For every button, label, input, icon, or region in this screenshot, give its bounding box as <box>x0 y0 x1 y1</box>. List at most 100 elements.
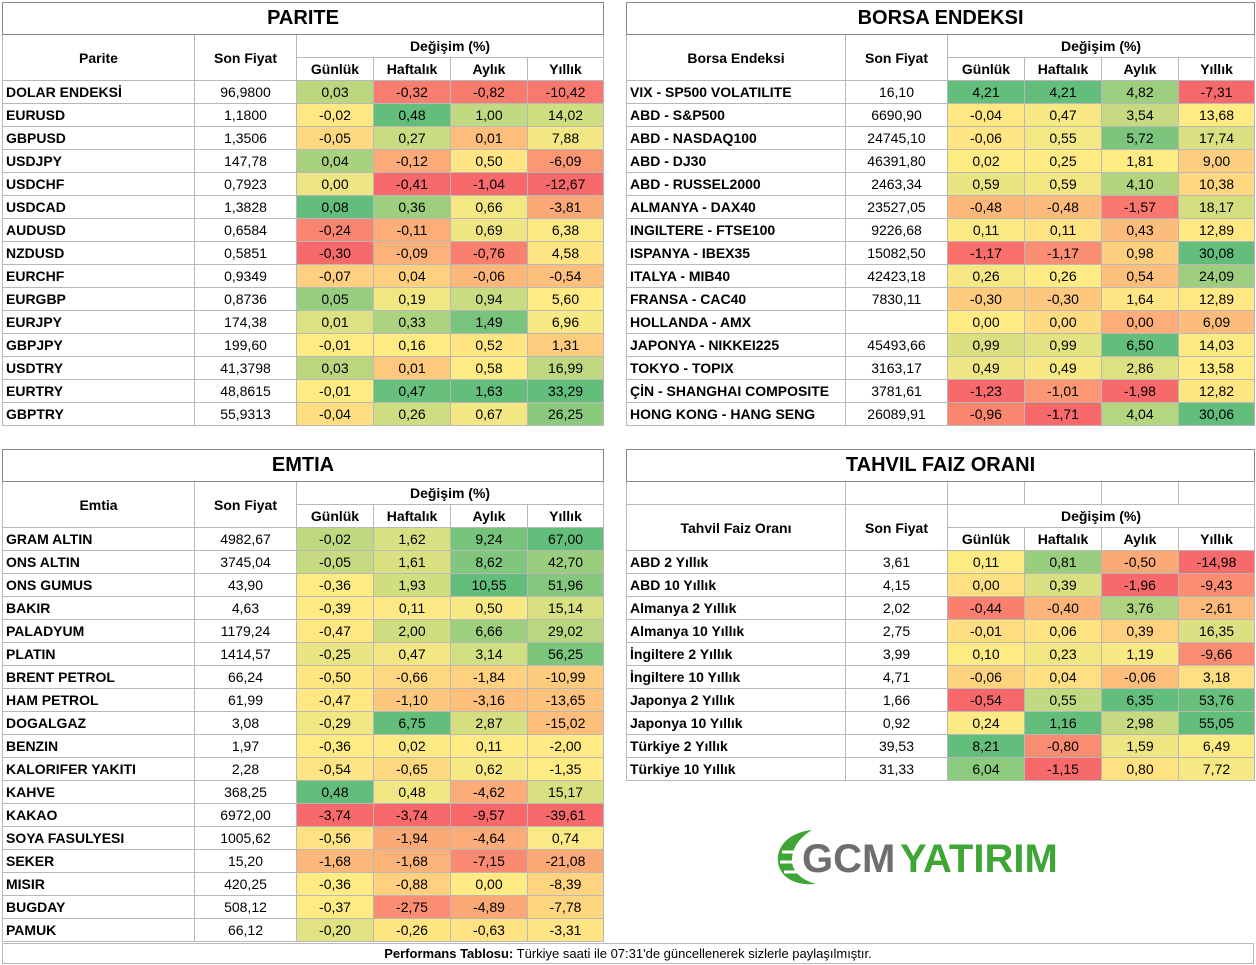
gcm-yatirim-logo: GCM YATIRIM <box>777 830 1058 885</box>
borsa-row-name: ABD - RUSSEL2000 <box>626 172 846 196</box>
tahvil-blank-0 <box>626 481 846 505</box>
tahvil-row-value: 0,55 <box>1024 688 1102 712</box>
emtia-row-name: GRAM ALTIN <box>2 527 195 551</box>
borsa-row-value: 0,26 <box>947 264 1025 288</box>
emtia-row-value: -13,65 <box>526 688 605 712</box>
table-row: Japonya 2 Yıllık 1,66 -0,54 0,55 6,35 53,76 <box>626 688 1256 712</box>
emtia-row-name: BUGDAY <box>2 895 195 919</box>
borsa-row-price <box>845 310 948 334</box>
emtia-row-value: -2,75 <box>373 895 451 919</box>
parite-row-price: 147,78 <box>194 149 297 173</box>
table-row: Almanya 10 Yıllık 2,75 -0,01 0,06 0,39 16,35 <box>626 619 1256 643</box>
parite-row-name: GBPJPY <box>2 333 195 357</box>
emtia-row-name: KALORIFER YAKITI <box>2 757 195 781</box>
tahvil-row-value: -0,80 <box>1024 734 1102 758</box>
emtia-row-value: -0,20 <box>296 918 374 942</box>
table-row: USDJPY 147,78 0,04 -0,12 0,50 -6,09 <box>2 149 605 173</box>
table-row: INGILTERE - FTSE100 9226,68 0,11 0,11 0,43 12… <box>626 218 1256 242</box>
tahvil-row-price: 2,02 <box>845 596 948 620</box>
borsa-table: BORSA ENDEKSI Borsa Endeksi Son Fiyat Değiş… <box>625 2 1256 426</box>
parite-row-value: -0,06 <box>450 264 528 288</box>
parite-row-value: -0,01 <box>296 379 374 403</box>
tahvil-row-value: -2,61 <box>1177 596 1256 620</box>
borsa-row-price: 15082,50 <box>845 241 948 265</box>
emtia-row-value: 6,75 <box>373 711 451 735</box>
emtia-period-0: Günlük <box>296 504 374 528</box>
tahvil-row-value: 0,10 <box>947 642 1025 666</box>
parite-row-value: 0,16 <box>373 333 451 357</box>
emtia-table: EMTIA Emtia Son Fiyat Değişim (%) Günlük Haft… <box>1 449 605 942</box>
tahvil-row-value: 0,00 <box>947 573 1025 597</box>
borsa-row-value: 1,81 <box>1101 149 1179 173</box>
parite-row-price: 96,9800 <box>194 80 297 104</box>
parite-row-value: 0,67 <box>450 402 528 426</box>
tahvil-row-name: Türkiye 2 Yıllık <box>626 734 846 758</box>
table-row: İngiltere 10 Yıllık 4,71 -0,06 0,04 -0,06 3,1… <box>626 665 1256 689</box>
table-row: ABD 2 Yıllık 3,61 0,11 0,81 -0,50 -14,98 <box>626 550 1256 574</box>
tahvil-row-value: 0,24 <box>947 711 1025 735</box>
borsa-row-value: 24,09 <box>1177 264 1256 288</box>
parite-row-value: 26,25 <box>526 402 605 426</box>
footer-bold: Performans Tablosu: <box>384 946 514 961</box>
tahvil-col-change: Değişim (%) <box>946 504 1256 528</box>
table-row: BENZIN 1,97 -0,36 0,02 0,11 -2,00 <box>2 734 605 758</box>
borsa-row-name: HOLLANDA - AMX <box>626 310 846 334</box>
parite-row-value: 6,96 <box>526 310 605 334</box>
table-row: EURJPY 174,38 0,01 0,33 1,49 6,96 <box>2 310 605 334</box>
emtia-row-value: -3,31 <box>526 918 605 942</box>
emtia-row-value: -0,63 <box>450 918 528 942</box>
emtia-row-value: 0,11 <box>373 596 451 620</box>
tahvil-row-value: -0,06 <box>1101 665 1179 689</box>
parite-row-value: -0,41 <box>373 172 451 196</box>
parite-row-value: -0,12 <box>373 149 451 173</box>
emtia-row-value: -0,66 <box>373 665 451 689</box>
parite-row-name: EURCHF <box>2 264 195 288</box>
parite-row-value: 4,58 <box>526 241 605 265</box>
emtia-row-name: ONS ALTIN <box>2 550 195 574</box>
borsa-row-value: 4,82 <box>1101 80 1179 104</box>
borsa-row-value: 17,74 <box>1177 126 1256 150</box>
tahvil-row-value: -0,54 <box>947 688 1025 712</box>
borsa-row-value: 2,86 <box>1101 356 1179 380</box>
emtia-row-name: HAM PETROL <box>2 688 195 712</box>
table-row: ALMANYA - DAX40 23527,05 -0,48 -0,48 -1,57 18… <box>626 195 1256 219</box>
table-row: AUDUSD 0,6584 -0,24 -0,11 0,69 6,38 <box>2 218 605 242</box>
borsa-row-value: 1,64 <box>1101 287 1179 311</box>
emtia-row-value: 0,48 <box>296 780 374 804</box>
borsa-row-value: 9,00 <box>1177 149 1256 173</box>
parite-row-value: -0,30 <box>296 241 374 265</box>
parite-row-value: 0,01 <box>450 126 528 150</box>
emtia-row-name: KAKAO <box>2 803 195 827</box>
parite-row-value: 1,63 <box>450 379 528 403</box>
borsa-row-value: -0,06 <box>947 126 1025 150</box>
parite-row-name: DOLAR ENDEKSİ <box>2 80 195 104</box>
logo-text-yatirim: YATIRIM <box>900 837 1058 881</box>
parite-row-name: AUDUSD <box>2 218 195 242</box>
parite-row-value: 1,00 <box>450 103 528 127</box>
tahvil-row-value: 8,21 <box>947 734 1025 758</box>
borsa-row-price: 23527,05 <box>845 195 948 219</box>
emtia-period-1: Haftalık <box>373 504 451 528</box>
emtia-row-value: -0,26 <box>373 918 451 942</box>
parite-row-value: 0,27 <box>373 126 451 150</box>
borsa-row-value: 13,68 <box>1177 103 1256 127</box>
tahvil-row-value: 0,11 <box>947 550 1025 574</box>
table-row: GBPJPY 199,60 -0,01 0,16 0,52 1,31 <box>2 333 605 357</box>
parite-row-value: 0,36 <box>373 195 451 219</box>
borsa-row-value: 0,11 <box>947 218 1025 242</box>
table-row: BRENT PETROL 66,24 -0,50 -0,66 -1,84 -10,99 <box>2 665 605 689</box>
emtia-row-value: -21,08 <box>526 849 605 873</box>
emtia-row-value: -0,47 <box>296 619 374 643</box>
borsa-row-value: -0,48 <box>1024 195 1102 219</box>
emtia-row-price: 1179,24 <box>194 619 297 643</box>
borsa-row-value: -0,30 <box>1024 287 1102 311</box>
table-row: USDCAD 1,3828 0,08 0,36 0,66 -3,81 <box>2 195 605 219</box>
parite-row-value: 1,49 <box>450 310 528 334</box>
emtia-row-price: 420,25 <box>194 872 297 896</box>
borsa-row-value: 0,25 <box>1024 149 1102 173</box>
emtia-row-value: -7,78 <box>526 895 605 919</box>
borsa-row-value: 12,89 <box>1177 218 1256 242</box>
parite-row-value: -0,02 <box>296 103 374 127</box>
emtia-row-value: 0,47 <box>373 642 451 666</box>
borsa-row-value: 0,00 <box>947 310 1025 334</box>
